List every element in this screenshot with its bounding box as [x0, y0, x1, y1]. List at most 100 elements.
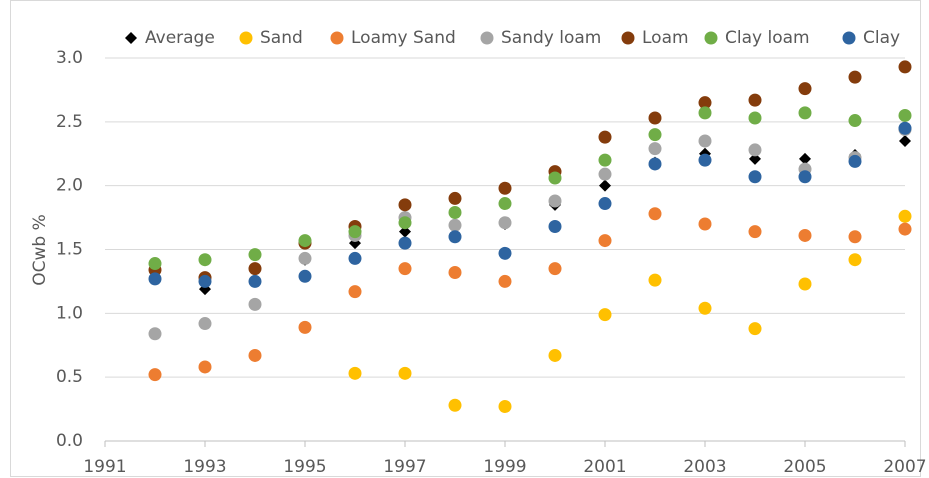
data-point	[598, 153, 612, 167]
x-tick-label: 2003	[683, 457, 726, 477]
data-point	[898, 108, 912, 122]
data-point	[398, 216, 412, 230]
chart-frame	[10, 0, 921, 477]
data-point	[698, 96, 712, 110]
legend-label: Sandy loam	[501, 28, 601, 48]
data-point	[798, 106, 812, 120]
data-point	[598, 130, 612, 144]
legend-label: Clay	[863, 28, 900, 48]
data-point	[648, 142, 662, 156]
data-point	[498, 400, 512, 414]
data-point	[448, 398, 462, 412]
data-point	[248, 248, 262, 262]
data-point	[198, 317, 212, 331]
legend-label: Loam	[642, 28, 689, 48]
data-point	[298, 234, 312, 248]
data-point	[599, 179, 611, 192]
data-point	[548, 220, 562, 234]
y-tick-label: 0.5	[56, 367, 83, 387]
y-tick-label: 2.5	[56, 112, 83, 132]
data-point	[648, 157, 662, 171]
data-point	[148, 257, 162, 271]
data-point	[448, 265, 462, 279]
data-point	[548, 194, 562, 208]
data-point	[298, 251, 312, 265]
legend-marker	[842, 31, 856, 45]
y-tick-label: 0.0	[56, 431, 83, 451]
data-point	[498, 181, 512, 195]
data-point	[498, 246, 512, 260]
data-point	[798, 82, 812, 96]
x-tick-label: 1997	[383, 457, 426, 477]
data-point	[348, 225, 362, 239]
data-point	[698, 134, 712, 148]
data-point	[548, 348, 562, 362]
data-point	[848, 114, 862, 128]
data-point	[748, 170, 762, 184]
data-point	[148, 368, 162, 382]
data-point	[898, 60, 912, 74]
legend-label: Clay loam	[725, 28, 810, 48]
y-axis-title: OCwb %	[30, 214, 50, 286]
data-point	[598, 308, 612, 322]
data-point	[399, 225, 411, 238]
data-point	[898, 121, 912, 135]
data-point	[748, 93, 762, 107]
data-point	[348, 251, 362, 265]
legend-label: Sand	[260, 28, 303, 48]
y-tick-label: 1.5	[56, 240, 83, 260]
data-point	[648, 111, 662, 125]
y-tick-label: 1.0	[56, 303, 83, 323]
data-point	[648, 273, 662, 287]
x-tick-label: 1993	[183, 457, 226, 477]
data-point	[498, 216, 512, 230]
data-point	[648, 207, 662, 221]
data-point	[398, 262, 412, 276]
data-point	[748, 111, 762, 125]
data-point	[248, 274, 262, 288]
x-tick-label: 1999	[483, 457, 526, 477]
data-point	[698, 106, 712, 120]
data-point	[798, 170, 812, 184]
data-point	[748, 322, 762, 336]
data-point	[848, 154, 862, 168]
data-point	[398, 198, 412, 212]
x-tick-label: 1995	[283, 457, 326, 477]
data-point	[348, 366, 362, 380]
legend-marker	[621, 31, 635, 45]
data-point	[448, 191, 462, 205]
data-point	[898, 222, 912, 236]
data-point	[198, 253, 212, 267]
data-point	[698, 301, 712, 315]
data-point	[498, 274, 512, 288]
legend-marker	[704, 31, 718, 45]
data-point	[899, 134, 911, 147]
data-point	[248, 348, 262, 362]
data-point	[498, 197, 512, 211]
legend-label: Average	[145, 28, 215, 48]
data-point	[298, 269, 312, 283]
legend-marker	[239, 31, 253, 45]
data-point	[648, 128, 662, 142]
data-point	[598, 234, 612, 248]
data-point	[248, 297, 262, 311]
data-point	[548, 171, 562, 185]
data-point	[198, 360, 212, 374]
data-point	[248, 262, 262, 276]
data-point	[448, 205, 462, 219]
legend-marker	[125, 32, 137, 44]
legend-marker	[480, 31, 494, 45]
data-point	[448, 218, 462, 232]
data-point	[398, 366, 412, 380]
x-tick-label: 1991	[83, 457, 126, 477]
y-tick-label: 2.0	[56, 176, 83, 196]
data-point	[298, 320, 312, 334]
data-point	[548, 262, 562, 276]
data-point	[198, 274, 212, 288]
data-point	[749, 152, 761, 165]
legend-label: Loamy Sand	[351, 28, 456, 48]
y-tick-label: 3.0	[56, 48, 83, 68]
x-tick-label: 2001	[583, 457, 626, 477]
x-tick-label: 2007	[883, 457, 926, 477]
